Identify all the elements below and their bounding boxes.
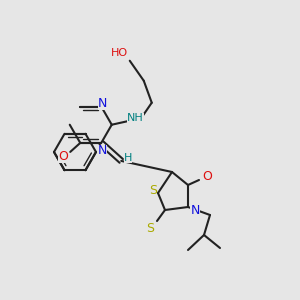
Text: N: N xyxy=(190,203,200,217)
Text: S: S xyxy=(149,184,157,196)
Text: O: O xyxy=(202,169,212,182)
Text: O: O xyxy=(58,150,68,164)
Text: HO: HO xyxy=(111,48,128,58)
Text: S: S xyxy=(146,221,154,235)
Text: H: H xyxy=(124,153,132,163)
Text: NH: NH xyxy=(128,113,144,123)
Text: N: N xyxy=(98,97,107,110)
Text: N: N xyxy=(97,145,107,158)
